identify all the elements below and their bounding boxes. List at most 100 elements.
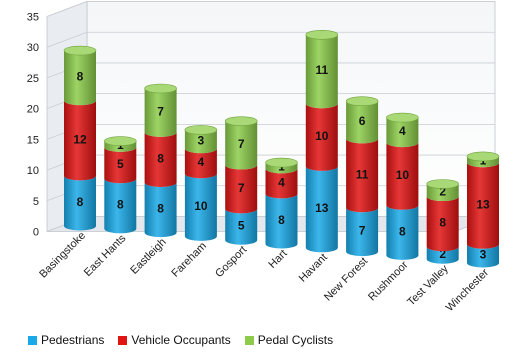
- y-tick-label: 30: [27, 42, 39, 54]
- bar-segment: [104, 147, 137, 184]
- data-label: 13: [315, 201, 329, 215]
- data-label: 13: [476, 197, 490, 211]
- bar-segment: [64, 175, 96, 231]
- bar-segment: [184, 148, 217, 179]
- bar-group: 851: [104, 136, 137, 234]
- bar-segment: [346, 101, 379, 144]
- data-label: 4: [198, 155, 205, 169]
- data-label: 5: [238, 219, 245, 233]
- bar-group: 7 11 6: [345, 96, 379, 257]
- bar-segment: [64, 100, 96, 181]
- y-tick-label: 5: [33, 196, 39, 208]
- bar-segment: [225, 121, 258, 170]
- bar-segment: [104, 141, 137, 152]
- bar-segment: [467, 162, 499, 249]
- bar-top-cap: [426, 179, 460, 189]
- data-label: 4: [399, 124, 406, 138]
- bar-group: 8 8 7: [144, 83, 177, 238]
- x-tick-label: Havant: [297, 251, 330, 284]
- bar-segment: [426, 184, 459, 202]
- legend-item: Pedestrians: [28, 333, 104, 347]
- legend-swatch: [118, 335, 128, 345]
- legend-item: Pedal Cyclists: [244, 333, 334, 347]
- x-tick-label: East Hants: [82, 232, 129, 279]
- bar-segment: [184, 129, 217, 154]
- bar-segment: [305, 34, 338, 109]
- x-tick-label: Rushmoor: [366, 259, 411, 304]
- data-label: 10: [194, 199, 208, 213]
- bar-segment: [265, 193, 298, 249]
- x-tick-label: Fareham: [169, 240, 209, 280]
- x-tick-label: Hart: [266, 248, 289, 271]
- bar-segment: [346, 207, 379, 257]
- bar-segment: [386, 142, 419, 210]
- gridline: [46, 1, 495, 17]
- bar-top-cap: [345, 96, 379, 107]
- data-label: 5: [117, 157, 124, 171]
- bar-top-cap: [265, 157, 298, 168]
- bar-segment: [64, 50, 96, 106]
- bar-top-cap: [224, 116, 258, 126]
- data-label: 8: [117, 198, 124, 212]
- bar-segment: [305, 166, 338, 253]
- legend: Pedestrians Vehicle Occupants Pedal Cyclis…: [28, 331, 333, 349]
- bar-top-cap: [305, 29, 339, 40]
- bar-segment: [104, 178, 137, 234]
- bar-segment: [426, 246, 459, 264]
- data-label: 3: [198, 133, 205, 147]
- bar-group: 8 10 4: [386, 112, 419, 260]
- data-label: 7: [157, 104, 164, 118]
- y-tick-label: 0: [33, 227, 39, 239]
- bar-segment: [144, 132, 177, 187]
- x-tick-label: Eastleigh: [128, 236, 168, 276]
- data-label: 7: [359, 224, 366, 238]
- bar-top-cap: [104, 136, 137, 146]
- gridline: [46, 31, 495, 48]
- bar-segment: [305, 103, 338, 171]
- x-tick-label: Basingstoke: [37, 230, 88, 281]
- data-label: 12: [73, 132, 87, 146]
- bar-segment: [225, 208, 258, 245]
- bar-top-cap: [63, 45, 97, 56]
- x-tick-label: Test Valley: [405, 262, 451, 308]
- legend-label: Vehicle Occupants: [131, 333, 231, 347]
- data-label: 2: [439, 184, 446, 198]
- bar-segment: [265, 162, 298, 174]
- bar-segment: [426, 196, 459, 252]
- bar-top-cap: [144, 83, 177, 94]
- y-tick-label: 25: [27, 73, 39, 85]
- bar-group: 2 8 2: [426, 179, 460, 264]
- y-tick-label: 35: [27, 12, 39, 24]
- data-label: 6: [359, 114, 366, 128]
- legend-label: Pedal Cyclists: [257, 333, 334, 347]
- data-label: 10: [315, 129, 329, 143]
- data-label: 2: [439, 247, 446, 261]
- data-label: 7: [238, 137, 245, 151]
- bar-segment: [386, 205, 419, 260]
- legend-swatch: [28, 335, 37, 345]
- data-label: 8: [77, 70, 84, 84]
- data-label: 8: [439, 216, 446, 230]
- bar-segment: [386, 117, 419, 148]
- legend-item: Vehicle Occupants: [118, 333, 231, 347]
- data-label: 8: [157, 151, 164, 165]
- bar-segment: [265, 168, 298, 199]
- y-tick-label: 20: [27, 104, 39, 116]
- bar-group: 841: [265, 157, 298, 249]
- x-tick-label: Winchester: [444, 266, 492, 314]
- bar-segment: [225, 165, 258, 214]
- bar-segment: [346, 138, 379, 213]
- data-label: 10: [396, 168, 410, 182]
- legend-swatch: [244, 335, 254, 345]
- bar-group: 10 4 3: [184, 125, 218, 241]
- bar-group: 3131: [466, 151, 500, 268]
- bar-segment: [467, 156, 499, 168]
- bar-segment: [184, 173, 217, 241]
- data-label: 8: [157, 202, 164, 216]
- bar-group: 5 7 7: [224, 116, 258, 245]
- data-label: 8: [77, 195, 84, 209]
- bar-group: 8 12 8: [63, 45, 97, 231]
- data-label: 3: [480, 248, 487, 262]
